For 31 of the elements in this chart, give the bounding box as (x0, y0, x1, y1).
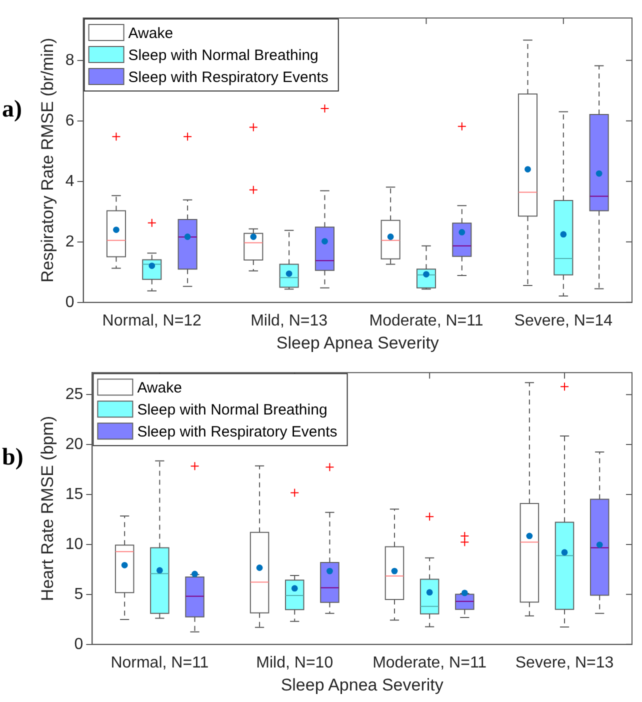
y-tick-label: 2 (65, 233, 74, 250)
x-axis-title: Sleep Apnea Severity (276, 333, 440, 352)
y-axis-title: Heart Rate RMSE (bpm) (38, 416, 57, 602)
y-tick-label: 0 (74, 636, 84, 653)
x-tick-label: Severe, N=13 (515, 654, 614, 672)
legend-label: Sleep with Normal Breathing (128, 47, 318, 64)
x-tick-label: Mild, N=13 (250, 312, 328, 330)
y-tick-label: 8 (65, 52, 74, 69)
y-tick-label: 5 (74, 586, 84, 603)
x-tick-label: Moderate, N=11 (372, 654, 487, 672)
text: b) (2, 444, 24, 471)
legend-label: Awake (137, 380, 182, 397)
y-tick-label: 20 (65, 436, 84, 453)
y-tick-label: 25 (65, 386, 84, 403)
y-tick-label: 10 (65, 536, 84, 553)
legend-label: Awake (128, 25, 174, 42)
x-tick-label: Mild, N=10 (256, 654, 334, 672)
y-tick-label: 0 (65, 294, 74, 311)
legend-label: Sleep with Respiratory Events (128, 69, 328, 86)
text: a) (2, 96, 22, 122)
x-tick-label: Moderate, N=11 (369, 312, 484, 330)
legend-label: Sleep with Respiratory Events (137, 424, 338, 441)
y-tick-label: 15 (65, 486, 84, 503)
x-tick-label: Normal, N=12 (102, 312, 202, 330)
y-tick-label: 4 (65, 172, 74, 190)
y-axis-title: Respiratory Rate RMSE (br/min) (38, 38, 57, 283)
legend-label: Sleep with Normal Breathing (137, 402, 328, 419)
y-tick-label: 6 (65, 112, 74, 130)
x-axis-title: Sleep Apnea Severity (280, 675, 444, 694)
x-tick-label: Normal, N=11 (110, 654, 209, 672)
x-tick-label: Severe, N=14 (514, 312, 613, 330)
